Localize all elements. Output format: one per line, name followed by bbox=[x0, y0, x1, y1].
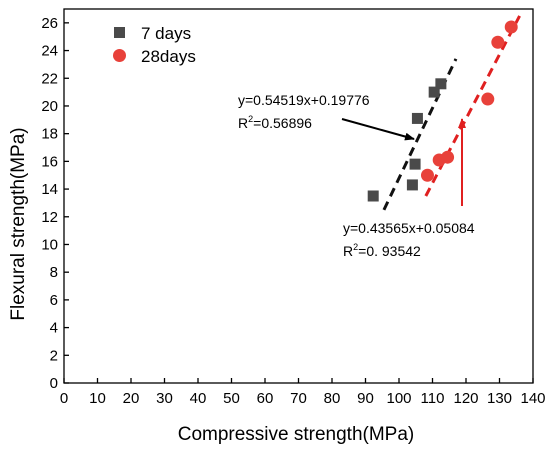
data-point-7-days bbox=[428, 86, 440, 98]
legend-label-7-days: 7 days bbox=[141, 24, 191, 43]
y-tick-label: 26 bbox=[41, 15, 58, 32]
x-tick-label: 70 bbox=[290, 390, 307, 407]
data-point-28days bbox=[441, 150, 455, 164]
fit-equation-28days: y=0.43565x+0.05084 bbox=[343, 220, 475, 236]
fit-line-28days bbox=[424, 15, 521, 197]
data-point-28days bbox=[481, 92, 495, 106]
fit-annotation-28days: y=0.43565x+0.05084 R2=0. 93542 bbox=[343, 118, 475, 259]
data-point-7-days bbox=[367, 190, 379, 202]
x-axis-title: Compressive strength(MPa) bbox=[178, 424, 415, 445]
x-tick-label: 130 bbox=[487, 390, 512, 407]
data-point-7-days bbox=[435, 78, 447, 90]
y-tick-label: 18 bbox=[41, 126, 58, 143]
data-point-28days bbox=[504, 20, 518, 34]
legend-marker-28days bbox=[113, 49, 126, 62]
y-tick-label: 14 bbox=[41, 181, 58, 198]
data-point-7-days bbox=[409, 158, 421, 170]
data-point-28days bbox=[491, 35, 505, 49]
x-tick-label: 110 bbox=[421, 390, 445, 407]
x-tick-label: 60 bbox=[257, 390, 274, 407]
y-tick-label: 6 bbox=[50, 292, 58, 309]
data-point-7-days bbox=[411, 112, 423, 124]
fit-r2-7-days: R2=0.56896 bbox=[238, 114, 312, 131]
legend-marker-7-days bbox=[114, 27, 125, 38]
data-point-28days bbox=[420, 168, 434, 182]
x-tick-label: 100 bbox=[386, 390, 411, 407]
annotation-arrow-7-days bbox=[341, 118, 415, 141]
data-point-7-days bbox=[406, 179, 418, 191]
legend-label-28days: 28days bbox=[141, 47, 196, 66]
x-tick-label: 10 bbox=[89, 390, 106, 407]
x-tick-label: 80 bbox=[324, 390, 341, 407]
y-tick-label: 24 bbox=[41, 43, 58, 60]
y-tick-label: 22 bbox=[41, 70, 58, 87]
x-tick-label: 30 bbox=[156, 390, 173, 407]
x-tick-label: 120 bbox=[453, 390, 478, 407]
y-tick-label: 16 bbox=[41, 153, 58, 170]
x-tick-label: 40 bbox=[190, 390, 207, 407]
x-tick-label: 20 bbox=[123, 390, 140, 407]
y-tick-label: 8 bbox=[50, 264, 58, 281]
y-tick-label: 20 bbox=[41, 98, 58, 115]
fit-r2-28days: R2=0. 93542 bbox=[343, 242, 421, 259]
y-tick-label: 10 bbox=[41, 236, 58, 253]
fit-annotation-7-days: y=0.54519x+0.19776 R2=0.56896 bbox=[238, 92, 415, 141]
y-tick-label: 0 bbox=[50, 375, 58, 392]
legend: 7 days 28days bbox=[113, 24, 196, 66]
x-tick-label: 0 bbox=[60, 390, 68, 407]
fit-equation-7-days: y=0.54519x+0.19776 bbox=[238, 92, 370, 108]
y-tick-label: 2 bbox=[50, 347, 58, 364]
y-tick-label: 4 bbox=[50, 320, 58, 337]
y-tick-label: 12 bbox=[41, 209, 58, 226]
x-tick-label: 140 bbox=[520, 390, 545, 407]
y-axis-title: Flexural strength(MPa) bbox=[8, 127, 29, 320]
x-tick-label: 90 bbox=[357, 390, 374, 407]
x-tick-label: 50 bbox=[223, 390, 240, 407]
